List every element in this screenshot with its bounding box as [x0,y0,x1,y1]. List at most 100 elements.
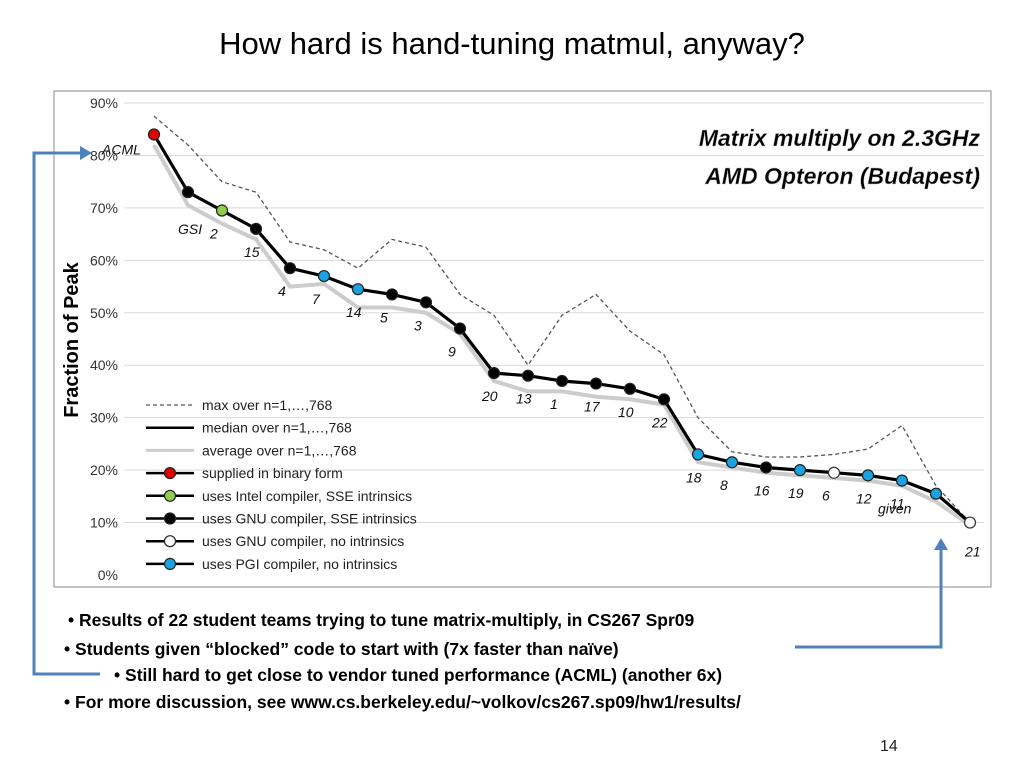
data-point [249,222,263,235]
bullet-marker: • [64,692,71,712]
y-tick-labels: 0% 10% 20% 30% 40% 50% 60% 70% 80% 90% [90,95,118,583]
point-label: 19 [788,485,804,501]
arrow-head [80,146,92,160]
point-label: 22 [651,414,668,430]
point-label: 20 [481,388,498,404]
data-point [385,288,399,301]
data-point [759,461,773,474]
data-point [861,469,875,482]
data-point [283,262,297,275]
bullet-2: • Students given “blocked” code to start… [64,639,619,660]
data-point [725,456,739,469]
series-line-max [153,115,971,524]
legend-label: uses Intel compiler, SSE intrinsics [202,488,412,504]
point-label: 8 [720,477,728,493]
data-point [623,382,637,395]
bullet-3-text: Still hard to get close to vendor tuned … [125,665,723,685]
y-tick-label: 20% [90,462,118,478]
point-label: 3 [414,317,422,333]
point-labels: ACML GSI 2 15 4 7 14 5 3 9 20 13 1 17 10 22 18 8 16 19 6 12 11… [101,141,981,559]
point-label: 15 [244,244,260,260]
y-tick-label: 0% [98,567,118,583]
point-label: 13 [516,391,532,407]
y-tick-label: 10% [90,515,118,531]
arrow-to-acml [32,151,100,676]
data-point [589,377,603,390]
point-label: 5 [380,309,388,325]
bullet-marker: • [64,639,71,659]
data-point [657,393,671,406]
point-label: 10 [618,404,634,420]
y-tick-label: 30% [90,410,118,426]
point-label: 7 [312,291,321,307]
point-label: 14 [346,304,362,320]
data-point [929,487,943,500]
y-tick-label: 70% [90,200,118,216]
point-label: 21 [964,544,981,560]
legend-label: uses PGI compiler, no intrinsics [202,556,397,572]
point-markers [147,128,977,529]
data-point [555,374,569,388]
legend-label: supplied in binary form [202,465,343,481]
arrow-head [934,538,948,550]
legend-label: uses GNU compiler, no intrinsics [202,533,404,549]
chart-frame [53,90,992,588]
data-point [827,466,841,479]
chart-title-line-1: Matrix multiply on 2.3GHz [699,125,981,151]
point-label: given [878,501,912,517]
y-tick-label: 80% [90,147,118,163]
bullet-marker: • [114,665,121,685]
bullet-1-text: Results of 22 student teams trying to tu… [79,610,695,630]
y-axis-title: Fraction of Peak [61,261,83,417]
data-point [317,269,331,283]
data-point [419,296,433,309]
point-label: GSI [178,221,202,237]
legend-marker [163,467,177,480]
arrows [32,146,948,676]
data-point [181,186,195,199]
bullet-1: • Results of 22 student teams trying to … [68,610,694,631]
data-point [453,322,467,335]
legend-label: median over n=1,…,768 [202,420,352,436]
y-tick-label: 60% [90,252,118,268]
data-point [963,516,977,529]
legend-label: max over n=1,…,768 [202,397,333,413]
point-label: 11 [890,496,905,512]
point-label: 9 [448,344,456,360]
point-label: ACML [101,141,141,157]
slide-title: How hard is hand-tuning matmul, anyway? [219,26,805,61]
y-tick-label: 40% [90,357,118,373]
legend-marker [163,557,177,571]
bullet-marker: • [68,610,75,630]
data-point [215,204,229,217]
point-label: 16 [754,482,770,498]
point-label: 6 [822,488,830,504]
bullet-4: • For more discussion, see www.cs.berkel… [64,692,741,713]
bullet-3: • Still hard to get close to vendor tune… [114,665,722,686]
bullet-4-text: For more discussion, see www.cs.berkeley… [75,692,741,712]
data-point [487,366,501,380]
legend-marker [163,535,177,548]
legend-label: uses GNU compiler, SSE intrinsics [202,511,417,527]
point-label: 17 [584,399,601,415]
data-point [521,369,535,382]
point-label: 4 [278,283,286,299]
data-point [793,464,807,477]
legend: max over n=1,…,768 median over n=1,…,768 a… [146,397,417,572]
page-number: 14 [880,738,898,755]
data-point [147,128,161,141]
data-point [691,448,705,461]
y-tick-label: 50% [90,305,118,321]
point-label: 18 [686,469,702,485]
point-label: 1 [550,396,558,412]
chart-title-line-2: AMD Opteron (Budapest) [704,163,980,189]
legend-marker [163,489,177,502]
y-tick-label: 90% [90,95,118,111]
point-label: 12 [856,490,872,506]
legend-label: average over n=1,…,768 [202,442,357,458]
bullet-2-text: Students given “blocked” code to start w… [75,639,619,659]
data-point [895,474,909,487]
legend-marker [163,512,177,525]
data-point [351,283,365,296]
